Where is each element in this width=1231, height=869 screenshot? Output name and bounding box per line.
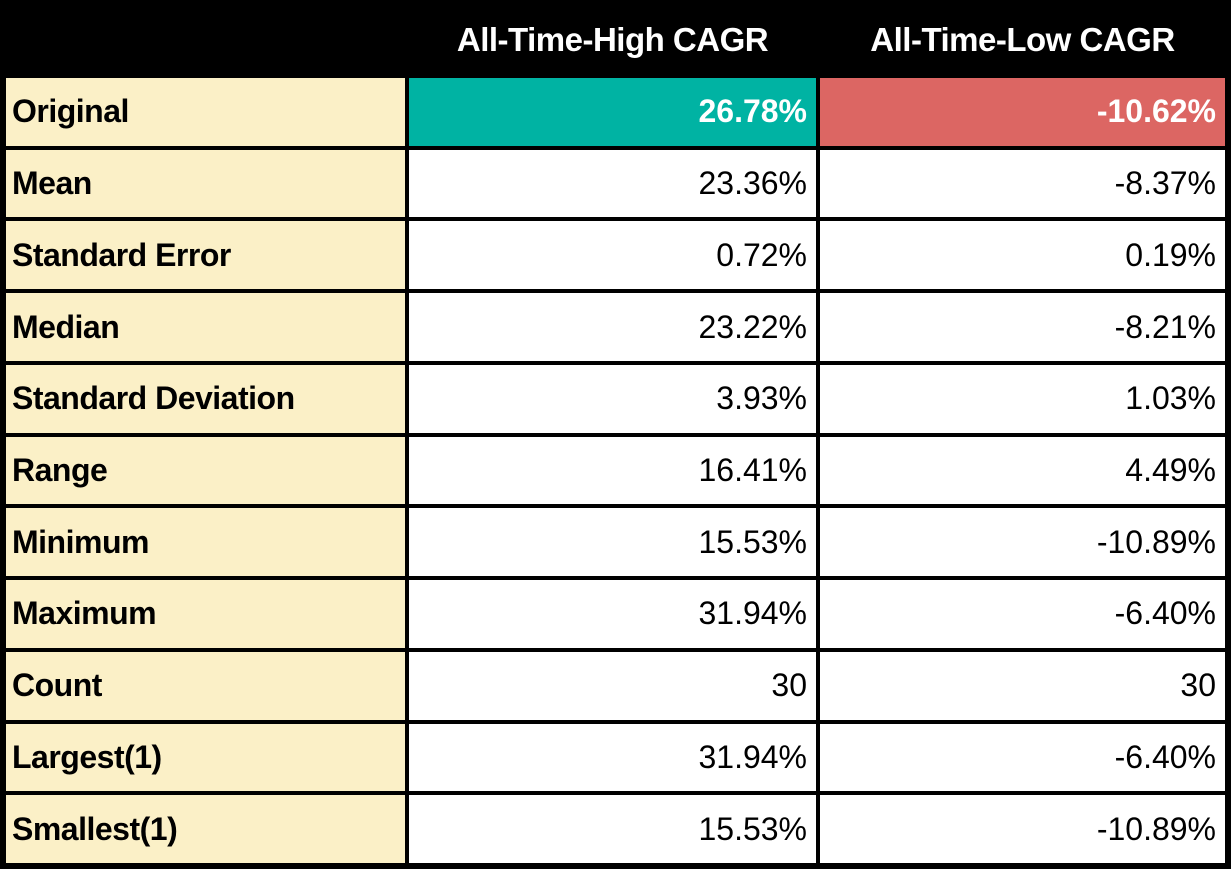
cell-low-cagr: -10.89% — [820, 508, 1225, 577]
row-label: Count — [6, 651, 405, 720]
row-label: Median — [6, 293, 405, 361]
cell-high-cagr: 16.41% — [409, 436, 816, 505]
cell-high-cagr: 15.53% — [409, 795, 816, 863]
row-label: Mean — [6, 149, 405, 218]
header-all-time-low-cagr: All-Time-Low CAGR — [820, 6, 1225, 74]
cell-high-cagr: 30 — [409, 651, 816, 720]
cell-high-cagr: 0.72% — [409, 221, 816, 290]
row-label: Original — [6, 78, 405, 146]
cell-high-cagr: 23.36% — [409, 149, 816, 218]
header-corner-cell — [6, 6, 405, 74]
cell-low-cagr: -6.40% — [820, 723, 1225, 792]
cell-high-cagr: 15.53% — [409, 508, 816, 577]
row-label: Largest(1) — [6, 723, 405, 792]
cell-high-cagr: 3.93% — [409, 364, 816, 433]
cell-high-cagr: 31.94% — [409, 723, 816, 792]
row-label: Minimum — [6, 508, 405, 577]
cell-high-cagr: 31.94% — [409, 580, 816, 648]
row-label: Standard Deviation — [6, 364, 405, 433]
row-label: Maximum — [6, 580, 405, 648]
cell-low-cagr: -8.37% — [820, 149, 1225, 218]
cell-low-cagr: -8.21% — [820, 293, 1225, 361]
cell-low-cagr: -10.62% — [820, 78, 1225, 146]
header-all-time-high-cagr: All-Time-High CAGR — [409, 6, 816, 74]
cell-low-cagr: -10.89% — [820, 795, 1225, 863]
cell-low-cagr: 4.49% — [820, 436, 1225, 505]
cell-high-cagr: 23.22% — [409, 293, 816, 361]
cell-low-cagr: 1.03% — [820, 364, 1225, 433]
cell-low-cagr: -6.40% — [820, 580, 1225, 648]
cell-low-cagr: 30 — [820, 651, 1225, 720]
row-label: Range — [6, 436, 405, 505]
cell-high-cagr: 26.78% — [409, 78, 816, 146]
row-label: Standard Error — [6, 221, 405, 290]
row-label: Smallest(1) — [6, 795, 405, 863]
cell-low-cagr: 0.19% — [820, 221, 1225, 290]
